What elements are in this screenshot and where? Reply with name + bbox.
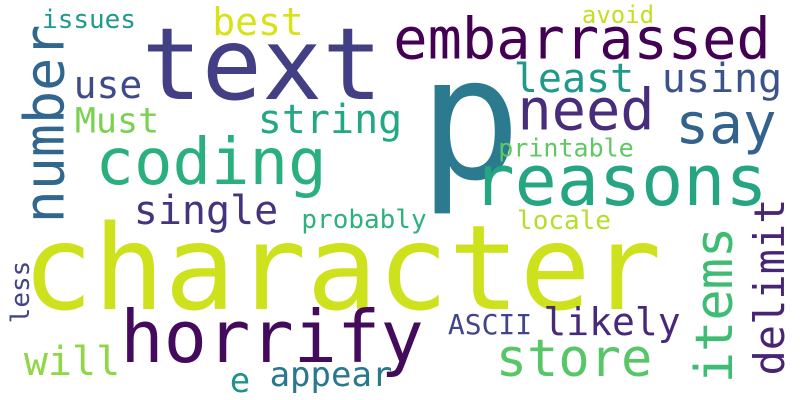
word-string: string <box>258 100 403 140</box>
word-ASCII: ASCII <box>448 311 532 339</box>
word-probably: probably <box>301 207 426 233</box>
word-will: will <box>24 342 120 382</box>
word-less: less <box>8 261 34 324</box>
word-likely: likely <box>543 303 680 341</box>
word-Must: Must <box>75 105 159 140</box>
word-using: using <box>662 59 782 99</box>
word-locale: locale <box>517 208 611 234</box>
word-best: best <box>212 3 304 41</box>
word-issues: issues <box>42 7 136 33</box>
word-delimit: delimit <box>749 198 791 375</box>
word-items: items <box>689 227 741 384</box>
word-appear: appear <box>270 358 393 392</box>
word-number: number <box>18 25 73 224</box>
word-printable: printable <box>498 136 633 161</box>
word-e: e <box>230 364 250 398</box>
word-single: single <box>134 191 279 231</box>
word-least: least <box>514 59 634 99</box>
word-say: say <box>675 97 776 153</box>
word-avoid: avoid <box>582 3 654 27</box>
word-use: use <box>74 66 143 104</box>
